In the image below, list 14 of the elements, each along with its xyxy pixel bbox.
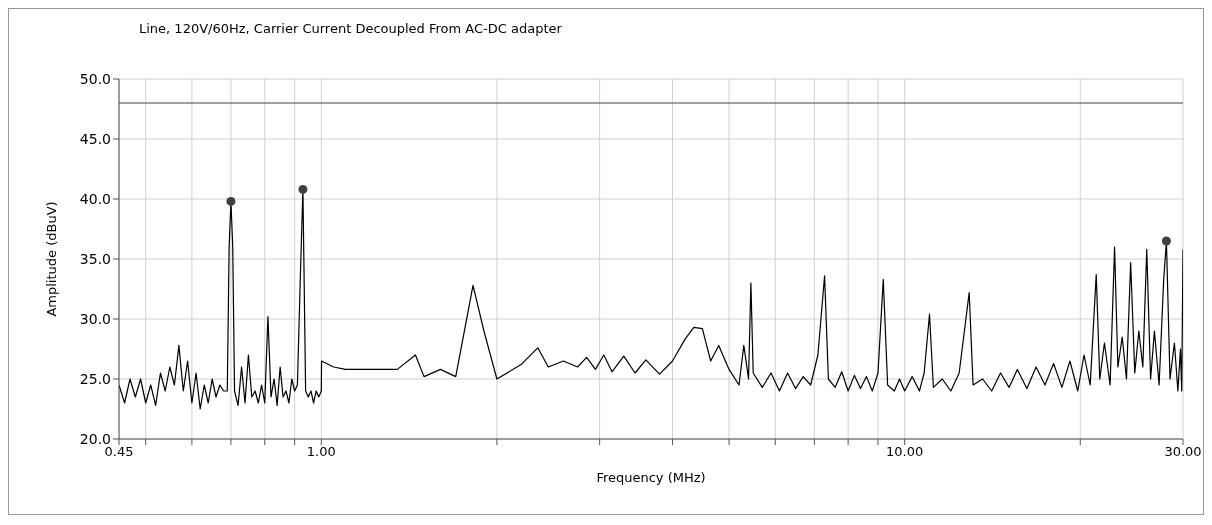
x-tick-label: 0.45 [104,444,134,460]
y-tick-label: 50.0 [79,70,111,87]
y-tick-label: 45.0 [79,130,111,147]
x-axis-title: Frequency (MHz) [596,470,706,485]
y-tick-label: 35.0 [79,250,111,267]
chart-title: Line, 120V/60Hz, Carrier Current Decoupled From AC-DC adapter [139,21,562,36]
x-tick-label: 30.00 [1164,444,1202,460]
y-tick-label: 30.0 [79,310,111,327]
y-tick-label: 25.0 [79,370,111,387]
y-tick-label: 20.0 [79,430,111,447]
x-tick-label: 1.00 [306,444,336,460]
y-axis-title: Amplitude (dBuV) [43,201,59,317]
x-tick-label: 10.00 [886,444,924,460]
y-tick-label: 40.0 [79,190,111,207]
